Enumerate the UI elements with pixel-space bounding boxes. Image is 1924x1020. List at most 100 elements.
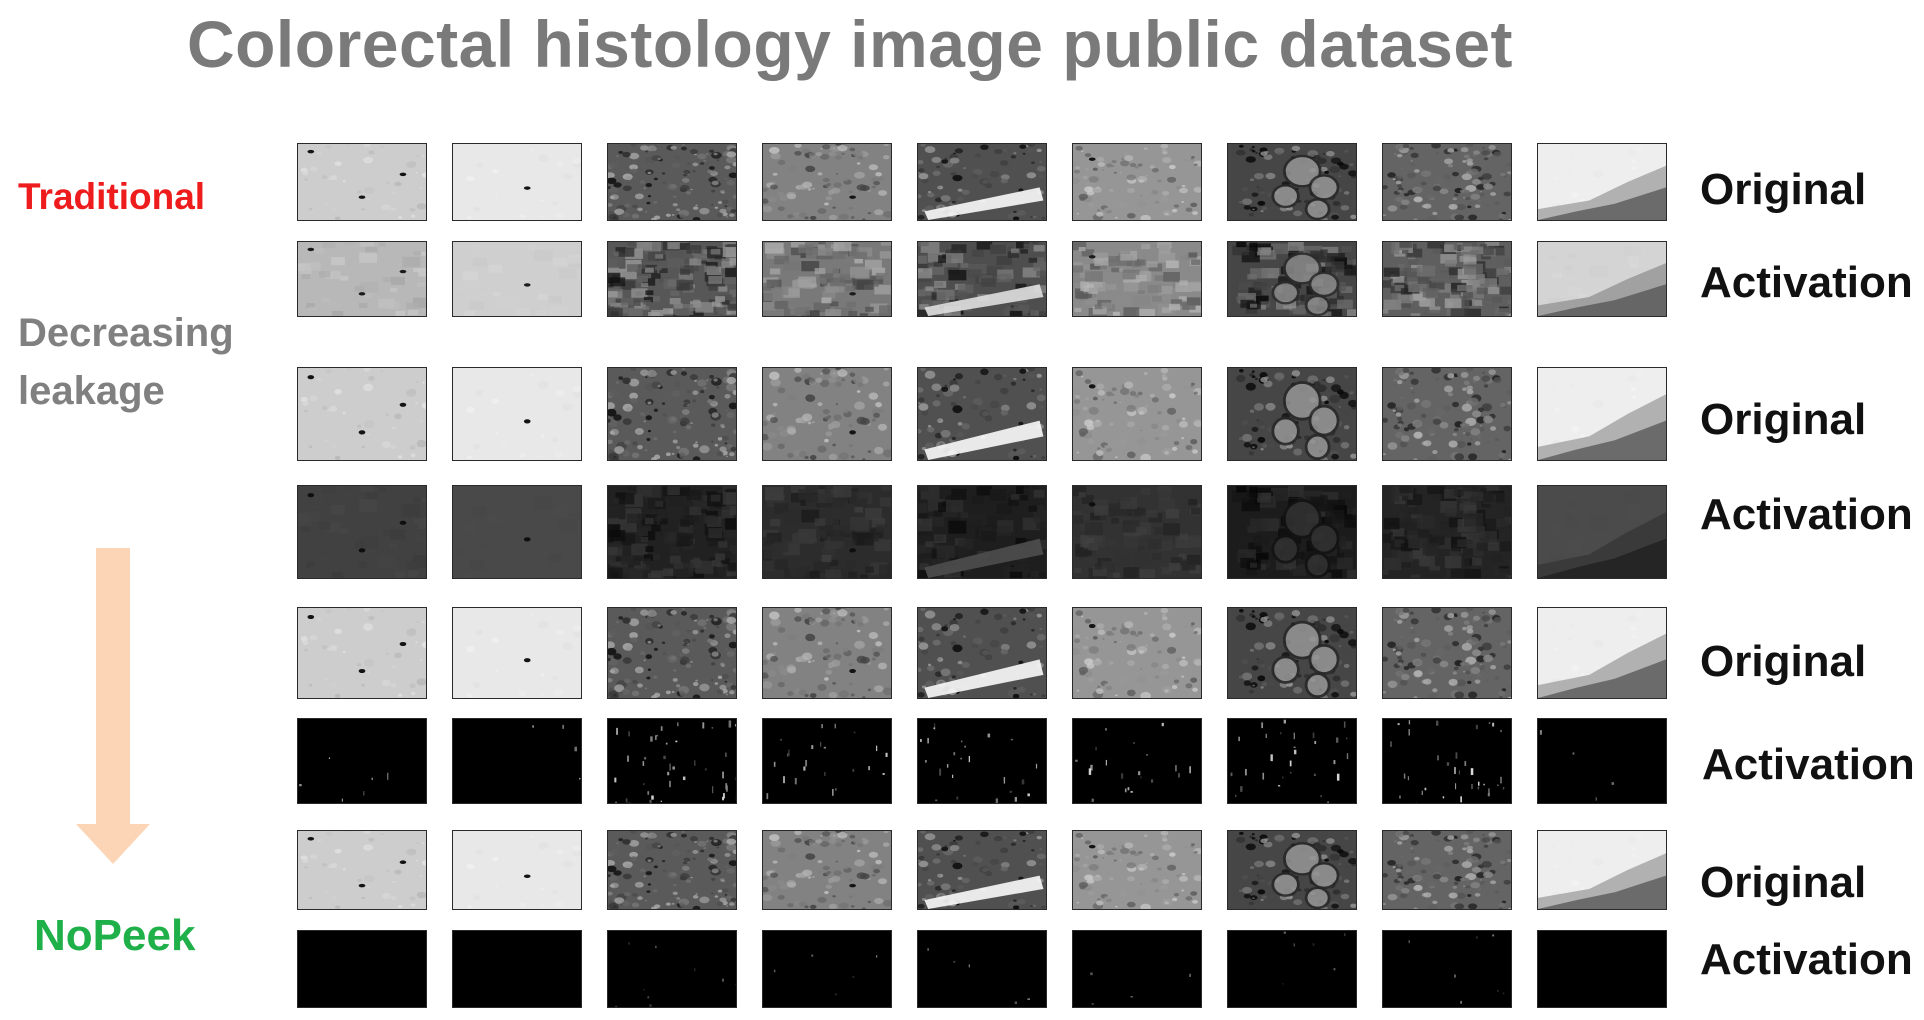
activation-texture — [1073, 719, 1201, 803]
activation-texture — [1073, 242, 1201, 316]
activation-image-tile — [1537, 930, 1667, 1008]
activation-image-tile — [1382, 241, 1512, 317]
original-texture — [1228, 608, 1356, 698]
original-texture — [1538, 144, 1666, 220]
original-image-tile — [1227, 143, 1357, 221]
activation-image-tile — [1072, 241, 1202, 317]
original-texture — [1538, 608, 1666, 698]
original-image-tile — [1227, 607, 1357, 699]
activation-texture — [453, 931, 581, 1007]
original-row-label: Original — [1700, 395, 1867, 444]
activation-texture — [1538, 931, 1666, 1007]
activation-texture — [918, 931, 1046, 1007]
activation-texture — [608, 719, 736, 803]
original-texture — [1073, 368, 1201, 460]
activation-texture — [453, 242, 581, 316]
original-texture — [763, 144, 891, 220]
activation-texture — [1383, 719, 1511, 803]
original-texture — [918, 831, 1046, 909]
activation-texture — [1383, 242, 1511, 316]
original-texture — [1228, 144, 1356, 220]
activation-image-tile — [1537, 241, 1667, 317]
original-image-tile — [1382, 367, 1512, 461]
activation-image-tile — [297, 718, 427, 804]
activation-texture — [763, 486, 891, 578]
activation-texture — [1073, 486, 1201, 578]
original-image-tile — [297, 367, 427, 461]
activation-image-tile — [917, 241, 1047, 317]
activation-image-tile — [1072, 718, 1202, 804]
original-texture — [1538, 368, 1666, 460]
original-texture — [608, 144, 736, 220]
original-row-label: Original — [1700, 637, 1867, 686]
activation-texture — [1383, 486, 1511, 578]
original-image-tile — [297, 607, 427, 699]
original-image-tile — [762, 367, 892, 461]
original-texture — [608, 831, 736, 909]
original-texture — [1073, 831, 1201, 909]
activation-image-tile — [452, 485, 582, 579]
original-texture — [453, 608, 581, 698]
activation-image-tile — [762, 930, 892, 1008]
traditional-label: Traditional — [18, 176, 206, 217]
original-texture — [763, 368, 891, 460]
original-texture — [1538, 831, 1666, 909]
original-image-tile — [452, 830, 582, 910]
activation-texture — [763, 931, 891, 1007]
original-image-tile — [1227, 830, 1357, 910]
original-texture — [1228, 368, 1356, 460]
original-image-tile — [607, 367, 737, 461]
activation-texture — [608, 242, 736, 316]
original-image-tile — [452, 607, 582, 699]
activation-texture — [1383, 931, 1511, 1007]
original-row-label: Original — [1700, 165, 1867, 214]
activation-image-tile — [452, 718, 582, 804]
original-texture — [918, 368, 1046, 460]
original-image-tile — [1382, 830, 1512, 910]
activation-image-tile — [1382, 485, 1512, 579]
activation-texture — [918, 719, 1046, 803]
original-texture — [298, 608, 426, 698]
original-image-tile — [1072, 367, 1202, 461]
activation-image-tile — [762, 485, 892, 579]
activation-image-tile — [1382, 930, 1512, 1008]
original-texture — [453, 144, 581, 220]
activation-texture — [1228, 719, 1356, 803]
activation-texture — [763, 242, 891, 316]
decreasing-leakage-label: Decreasing leakage — [18, 304, 234, 420]
activation-image-tile — [1072, 930, 1202, 1008]
original-texture — [1383, 831, 1511, 909]
activation-image-tile — [607, 718, 737, 804]
original-image-tile — [297, 830, 427, 910]
original-image-tile — [917, 143, 1047, 221]
original-image-tile — [297, 143, 427, 221]
activation-texture — [1538, 486, 1666, 578]
activation-texture — [608, 931, 736, 1007]
activation-image-tile — [607, 930, 737, 1008]
activation-texture — [1228, 486, 1356, 578]
activation-texture — [1228, 931, 1356, 1007]
original-image-tile — [1072, 607, 1202, 699]
original-texture — [918, 144, 1046, 220]
activation-texture — [298, 242, 426, 316]
activation-texture — [918, 242, 1046, 316]
original-texture — [1383, 144, 1511, 220]
nopeek-label: NoPeek — [34, 911, 196, 960]
activation-image-tile — [1537, 718, 1667, 804]
activation-image-tile — [452, 930, 582, 1008]
original-image-tile — [762, 607, 892, 699]
activation-texture — [453, 719, 581, 803]
activation-image-tile — [917, 930, 1047, 1008]
original-texture — [1383, 608, 1511, 698]
activation-row-label: Activation — [1700, 490, 1913, 539]
down-arrow-shape — [76, 548, 150, 864]
original-texture — [608, 368, 736, 460]
original-image-tile — [607, 607, 737, 699]
activation-row-label: Activation — [1700, 258, 1913, 307]
activation-image-tile — [452, 241, 582, 317]
original-texture — [763, 831, 891, 909]
activation-image-tile — [917, 485, 1047, 579]
activation-texture — [1538, 242, 1666, 316]
original-texture — [608, 608, 736, 698]
